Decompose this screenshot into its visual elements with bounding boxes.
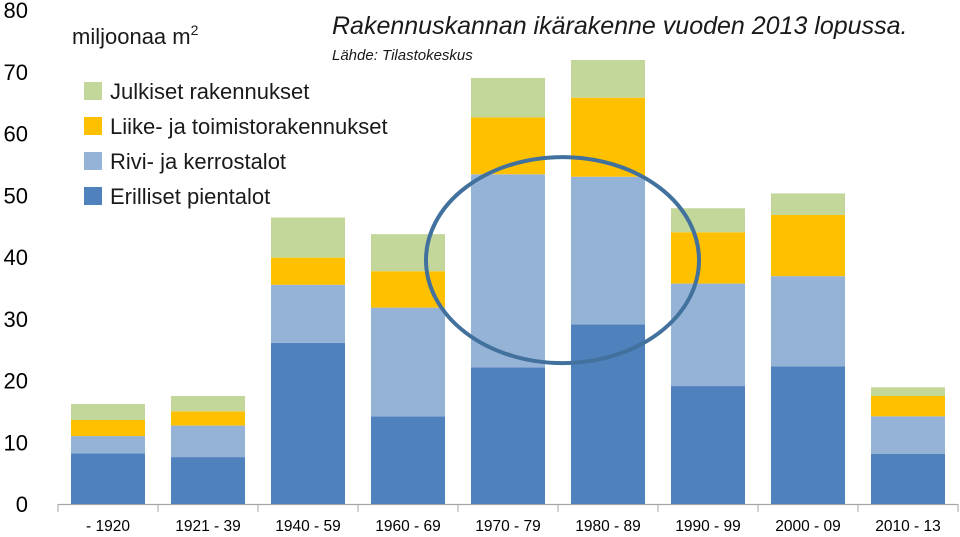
bar-segment — [771, 193, 845, 216]
bar-segment — [71, 420, 145, 437]
chart-title: Rakennuskannan ikärakenne vuoden 2013 lo… — [332, 12, 907, 40]
x-tick-label: 2010 - 13 — [875, 518, 941, 535]
bar-segment — [171, 411, 245, 426]
bar-segment — [471, 174, 545, 368]
bar-segment — [471, 367, 545, 504]
y-tick-label: 60 — [4, 122, 28, 147]
unit-superscript: 2 — [191, 22, 199, 38]
bar-segment — [371, 234, 445, 272]
x-tick-label: 1940 - 59 — [275, 518, 341, 535]
bar-segment — [571, 176, 645, 325]
bar-segment — [271, 284, 345, 343]
y-tick-label: 50 — [4, 183, 28, 208]
annotation-layer — [424, 155, 701, 366]
bar-segment — [671, 386, 745, 504]
bar-segment — [71, 453, 145, 504]
unit-label-text: miljoonaa m — [72, 24, 191, 49]
y-tick-label: 70 — [4, 60, 28, 85]
y-tick-label: 40 — [4, 245, 28, 270]
bar-segment — [771, 366, 845, 504]
legend-swatch — [84, 82, 102, 100]
bar-segment — [71, 436, 145, 454]
bar-segment — [871, 387, 945, 396]
bar-segment — [271, 217, 345, 258]
bar-segment — [771, 276, 845, 367]
y-tick-label: 20 — [4, 369, 28, 394]
bar-segment — [871, 395, 945, 417]
y-tick-label: 80 — [4, 0, 28, 23]
bar-segment — [571, 60, 645, 98]
x-tick-label: 2000 - 09 — [775, 518, 841, 535]
bar-segment — [771, 215, 845, 277]
x-tick-label: - 1920 — [86, 518, 130, 535]
bar-segment — [171, 395, 245, 412]
x-tick-label: 1921 - 39 — [175, 518, 241, 535]
unit-label: miljoonaa m2 — [72, 22, 199, 49]
bar-segment — [271, 257, 345, 285]
highlight-ellipse — [424, 155, 701, 366]
bar-segment — [171, 457, 245, 504]
bar-segment — [371, 307, 445, 417]
legend: Julkiset rakennukset Liike- ja toimistora… — [84, 79, 388, 209]
legend-label: Julkiset rakennukset — [110, 79, 309, 104]
bar-segment — [671, 232, 745, 284]
x-tick-label: 1970 - 79 — [475, 518, 541, 535]
y-tick-label: 0 — [16, 492, 28, 517]
bar-segment — [871, 453, 945, 504]
x-tick-label: 1990 - 99 — [675, 518, 741, 535]
bar-segment — [571, 324, 645, 504]
bar-segment — [471, 77, 545, 118]
x-tick-label: 1980 - 89 — [575, 518, 641, 535]
y-tick-label: 30 — [4, 307, 28, 332]
legend-label: Liike- ja toimistorakennukset — [110, 114, 388, 139]
y-axis: 0 10 20 30 40 50 60 70 80 — [4, 0, 28, 517]
bar-segment — [671, 283, 745, 387]
legend-label: Erilliset pientalot — [110, 184, 270, 209]
legend-swatch — [84, 187, 102, 205]
x-tick-label: 1960 - 69 — [375, 518, 441, 535]
bar-segment — [171, 425, 245, 458]
bar-segment — [271, 342, 345, 504]
legend-swatch — [84, 152, 102, 170]
y-tick-label: 10 — [4, 430, 28, 455]
x-axis: - 1920 1921 - 39 1940 - 59 1960 - 69 1970 - … — [57, 503, 959, 535]
chart-subtitle: Lähde: Tilastokeskus — [332, 47, 473, 64]
bar-segment — [371, 271, 445, 308]
bar-segment — [871, 416, 945, 454]
bar-segment — [371, 416, 445, 504]
bar-segment — [71, 403, 145, 421]
legend-label: Rivi- ja kerrostalot — [110, 149, 286, 174]
legend-swatch — [84, 117, 102, 135]
